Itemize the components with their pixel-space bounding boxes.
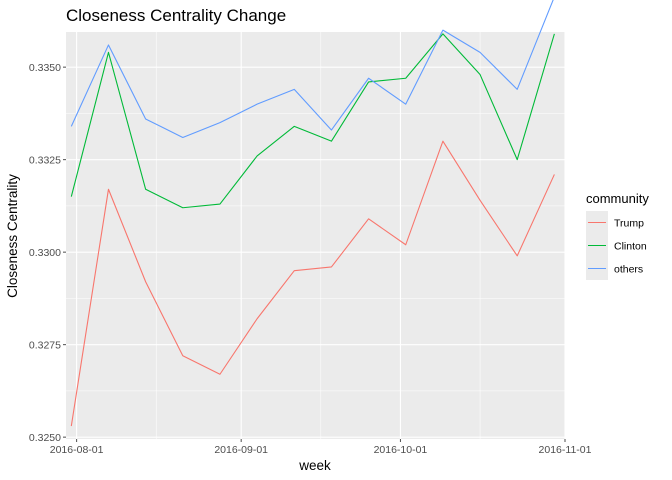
x-axis: 2016-08-01 2016-09-01 2016-10-01 2016-11-01 (50, 439, 592, 456)
y-axis: 0.3250 0.3275 0.3300 0.3325 0.3350 (29, 62, 66, 444)
series-line-clinton (70, 33, 555, 209)
x-tick-label: 2016-09-01 (214, 444, 268, 456)
legend-title: community (586, 191, 649, 206)
legend-label-clinton: Clinton (614, 241, 647, 253)
major-gridlines (66, 32, 566, 439)
y-tick-label: 0.3325 (29, 154, 61, 166)
y-tick-label: 0.3350 (29, 62, 61, 74)
x-tick-label: 2016-11-01 (539, 444, 592, 456)
y-tick-label: 0.3250 (29, 432, 61, 444)
x-axis-title: week (298, 458, 331, 473)
series-line-others (70, 0, 554, 138)
series-lines (70, 0, 555, 427)
y-axis-title: Closeness Centrality (5, 174, 20, 298)
y-tick-label: 0.3300 (29, 247, 61, 259)
legend-label-trump: Trump (614, 218, 644, 230)
legend-label-others: others (614, 264, 643, 276)
y-tick-label: 0.3275 (29, 339, 61, 351)
legend: community Trump Clinton others (586, 191, 649, 280)
minor-gridlines (66, 32, 565, 439)
x-tick-label: 2016-10-01 (374, 444, 428, 456)
x-tick-label: 2016-08-01 (50, 444, 104, 456)
plot-panel (66, 32, 565, 439)
series-line-trump (70, 140, 555, 427)
chart-title: Closeness Centrality Change (66, 6, 286, 25)
